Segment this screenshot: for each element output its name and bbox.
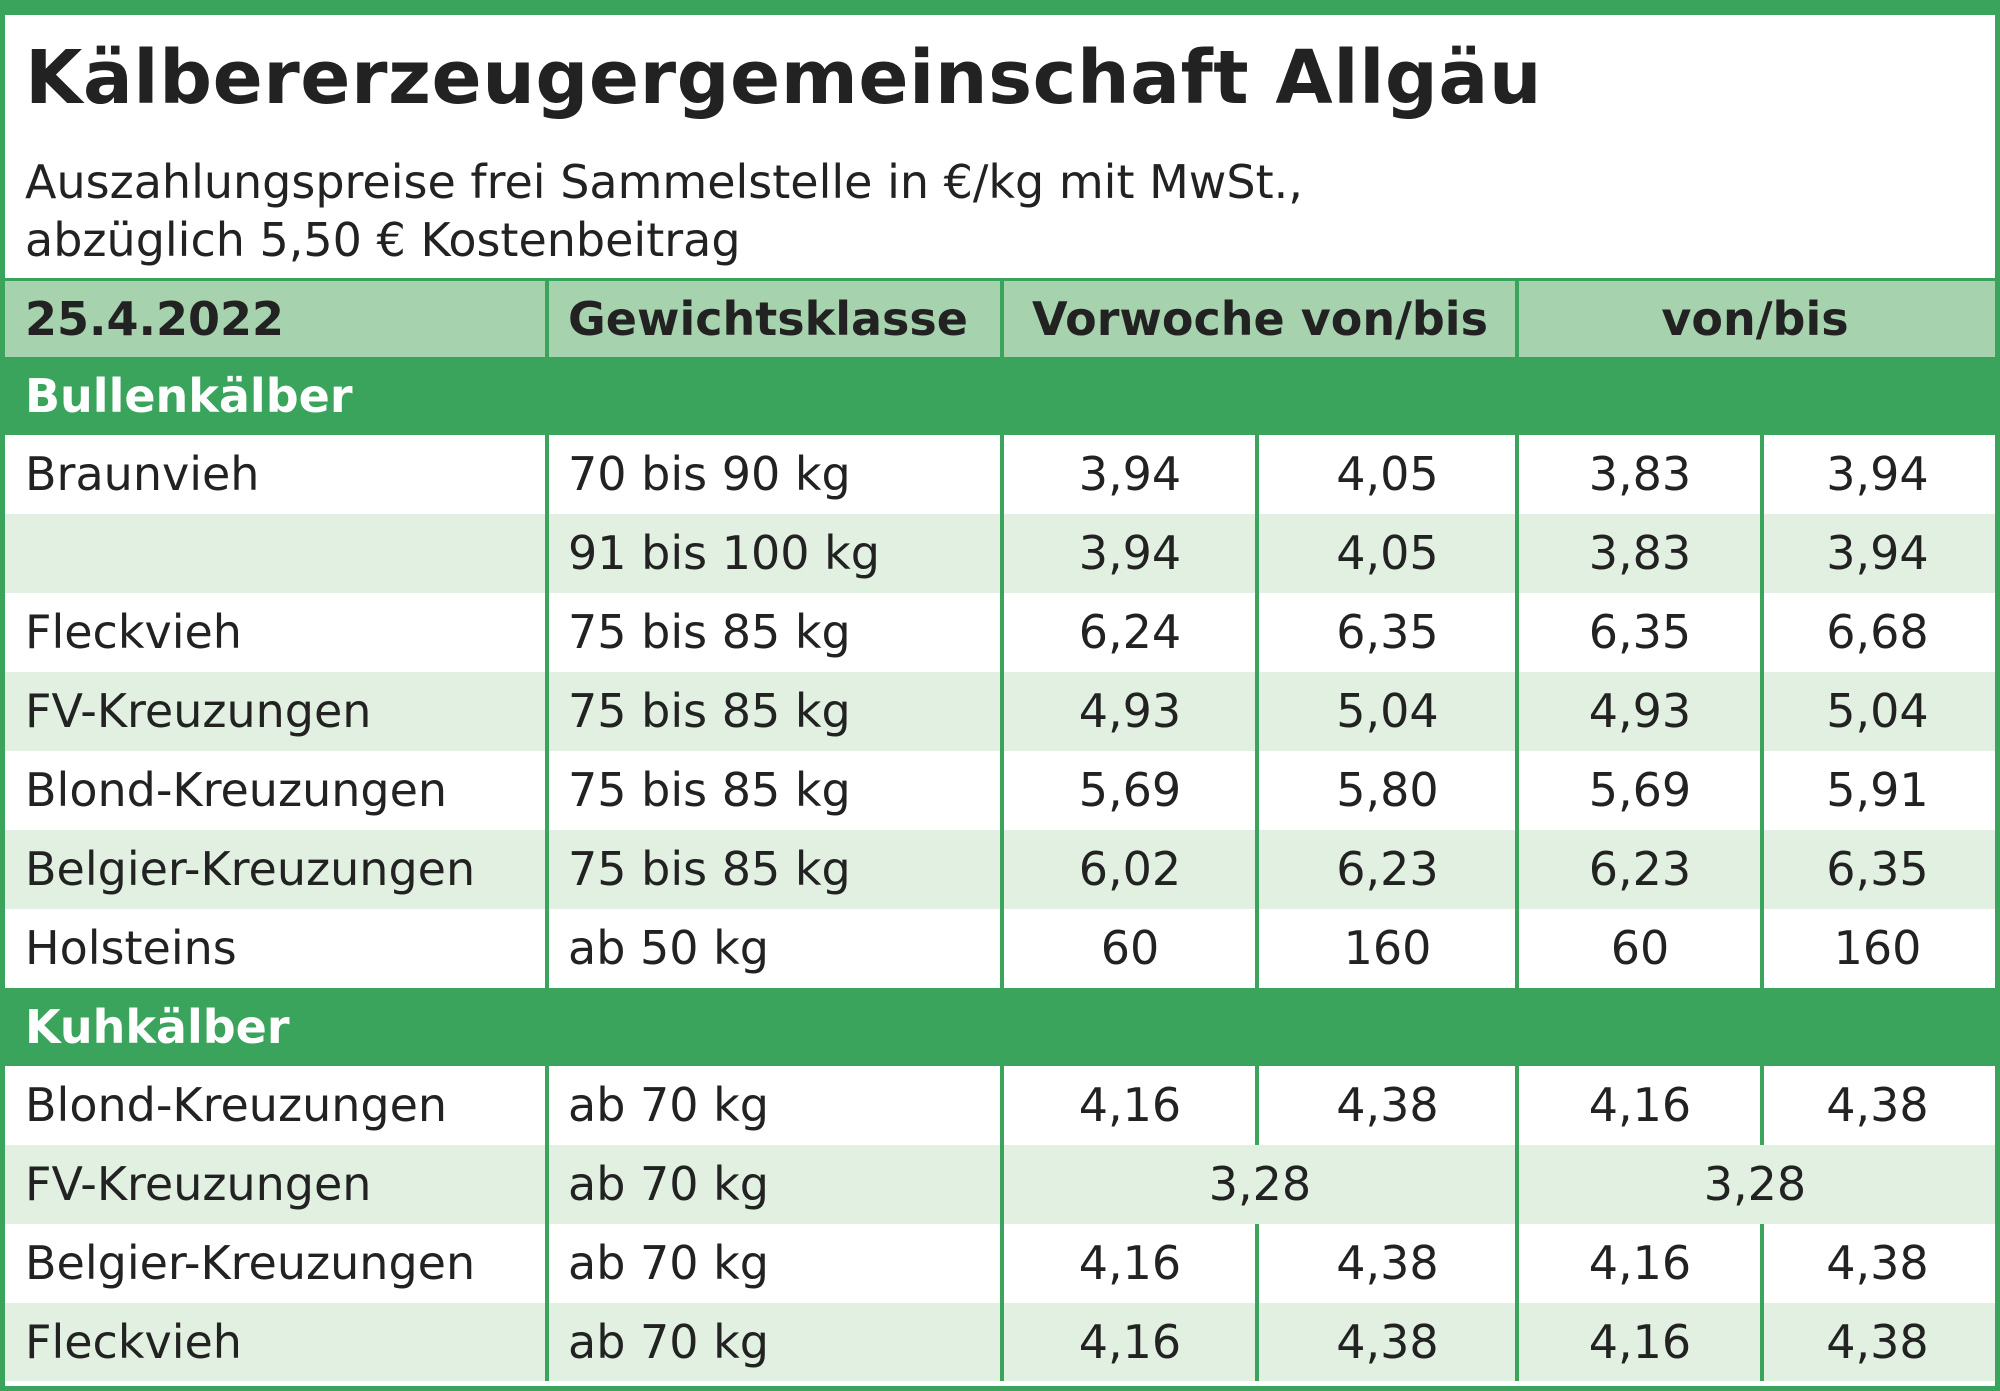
weight-cell: ab 70 kg: [568, 1236, 770, 1290]
cur-to-cell: 4,38: [1826, 1078, 1929, 1132]
prev-to-cell: 5,04: [1336, 684, 1439, 738]
weight-cell: ab 70 kg: [568, 1078, 770, 1132]
column-divider: [1760, 435, 1764, 988]
cur-from-cell: 5,69: [1588, 763, 1692, 817]
subtitle-line-1: Auszahlungspreise frei Sammelstelle in €…: [25, 155, 1303, 209]
cur-to-cell: 3,94: [1826, 526, 1929, 580]
column-divider: [545, 281, 549, 357]
column-header-previous-week: Vorwoche von/bis: [1032, 292, 1488, 346]
prev-to-cell: 4,38: [1336, 1078, 1439, 1132]
weight-cell: 70 bis 90 kg: [568, 447, 851, 501]
table-row: Blond-Kreuzungen ab 70 kg 4,16 4,38 4,16…: [5, 1066, 1995, 1145]
column-header-weight-class: Gewichtsklasse: [568, 292, 968, 346]
column-divider: [1760, 1224, 1764, 1381]
weight-cell: 75 bis 85 kg: [568, 684, 851, 738]
column-divider: [1515, 281, 1519, 357]
cur-from-cell: 4,93: [1588, 684, 1692, 738]
column-header-date: 25.4.2022: [25, 292, 284, 346]
cur-from-cell: 6,35: [1588, 605, 1692, 659]
prev-to-cell: 160: [1343, 921, 1432, 975]
column-divider: [1760, 1066, 1764, 1145]
column-divider: [1255, 435, 1259, 988]
breed-cell: FV-Kreuzungen: [25, 684, 372, 738]
table-header-block: Kälbererzeugergemeinschaft Allgäu Auszah…: [5, 15, 1995, 278]
section-header-kuhkaelber: Kuhkälber: [5, 988, 1995, 1066]
column-divider: [545, 435, 549, 988]
cur-to-cell: 5,04: [1826, 684, 1929, 738]
weight-cell: 75 bis 85 kg: [568, 763, 851, 817]
prev-from-cell: 4,16: [1078, 1236, 1182, 1290]
section-header-bullenkaelber: Bullenkälber: [5, 357, 1995, 435]
breed-cell: Blond-Kreuzungen: [25, 763, 448, 817]
column-divider: [1255, 1224, 1259, 1381]
cur-from-cell: 4,16: [1588, 1078, 1692, 1132]
breed-cell: Blond-Kreuzungen: [25, 1078, 448, 1132]
prev-to-cell: 5,80: [1336, 763, 1439, 817]
breed-cell: Belgier-Kreuzungen: [25, 842, 476, 896]
column-divider: [1515, 1066, 1519, 1381]
table-row: Holsteins ab 50 kg 60 160 60 160: [5, 909, 1995, 988]
cur-from-cell: 3,83: [1588, 526, 1692, 580]
breed-cell: Braunvieh: [25, 447, 260, 501]
table-row: Fleckvieh 75 bis 85 kg 6,24 6,35 6,35 6,…: [5, 593, 1995, 672]
column-divider: [1255, 1066, 1259, 1145]
prev-from-cell: 60: [1100, 921, 1160, 975]
cur-to-cell: 4,38: [1826, 1315, 1929, 1369]
prev-from-cell: 4,16: [1078, 1078, 1182, 1132]
prev-from-cell: 4,16: [1078, 1315, 1182, 1369]
prev-from-cell: 5,69: [1078, 763, 1182, 817]
cur-from-cell: 3,83: [1588, 447, 1692, 501]
cur-to-cell: 4,38: [1826, 1236, 1929, 1290]
prev-single-cell: 3,28: [1208, 1157, 1312, 1211]
column-divider: [1000, 1066, 1004, 1381]
cur-from-cell: 6,23: [1588, 842, 1692, 896]
breed-cell: Holsteins: [25, 921, 237, 975]
breed-cell: Fleckvieh: [25, 605, 242, 659]
breed-cell: Belgier-Kreuzungen: [25, 1236, 476, 1290]
section-title: Kuhkälber: [25, 1000, 290, 1054]
breed-cell: FV-Kreuzungen: [25, 1157, 372, 1211]
cur-to-cell: 6,68: [1826, 605, 1929, 659]
section-title: Bullenkälber: [25, 369, 353, 423]
cur-from-cell: 4,16: [1588, 1315, 1692, 1369]
column-divider: [1000, 435, 1004, 988]
weight-cell: 75 bis 85 kg: [568, 842, 851, 896]
table-row: Belgier-Kreuzungen ab 70 kg 4,16 4,38 4,…: [5, 1224, 1995, 1303]
column-divider: [545, 1066, 549, 1381]
cur-to-cell: 6,35: [1826, 842, 1929, 896]
cur-to-cell: 5,91: [1826, 763, 1929, 817]
breed-cell: Fleckvieh: [25, 1315, 242, 1369]
prev-from-cell: 3,94: [1078, 447, 1182, 501]
prev-to-cell: 6,23: [1336, 842, 1439, 896]
weight-cell: ab 70 kg: [568, 1315, 770, 1369]
table-row: Braunvieh 70 bis 90 kg 3,94 4,05 3,83 3,…: [5, 435, 1995, 514]
weight-cell: ab 50 kg: [568, 921, 770, 975]
prev-from-cell: 4,93: [1078, 684, 1182, 738]
cur-to-cell: 3,94: [1826, 447, 1929, 501]
prev-from-cell: 6,24: [1078, 605, 1182, 659]
weight-cell: ab 70 kg: [568, 1157, 770, 1211]
prev-from-cell: 6,02: [1078, 842, 1182, 896]
prev-to-cell: 6,35: [1336, 605, 1439, 659]
cur-to-cell: 160: [1833, 921, 1922, 975]
cur-single-cell: 3,28: [1703, 1157, 1807, 1211]
cur-from-cell: 60: [1610, 921, 1670, 975]
column-divider: [1000, 281, 1004, 357]
weight-cell: 91 bis 100 kg: [568, 526, 880, 580]
prev-from-cell: 3,94: [1078, 526, 1182, 580]
prev-to-cell: 4,05: [1336, 526, 1439, 580]
table-row: Blond-Kreuzungen 75 bis 85 kg 5,69 5,80 …: [5, 751, 1995, 830]
subtitle-line-2: abzüglich 5,50 € Kostenbeitrag: [25, 213, 741, 267]
prev-to-cell: 4,38: [1336, 1236, 1439, 1290]
prev-to-cell: 4,38: [1336, 1315, 1439, 1369]
column-divider: [1515, 435, 1519, 988]
column-header-current: von/bis: [1661, 292, 1849, 346]
page-title: Kälbererzeugergemeinschaft Allgäu: [25, 35, 1543, 121]
header-divider: [5, 278, 1995, 281]
prev-to-cell: 4,05: [1336, 447, 1439, 501]
weight-cell: 75 bis 85 kg: [568, 605, 851, 659]
cur-from-cell: 4,16: [1588, 1236, 1692, 1290]
